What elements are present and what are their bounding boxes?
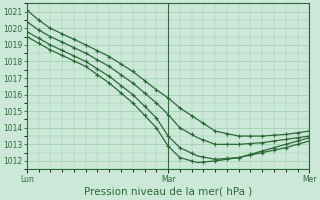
X-axis label: Pression niveau de la mer( hPa ): Pression niveau de la mer( hPa ) — [84, 187, 252, 197]
